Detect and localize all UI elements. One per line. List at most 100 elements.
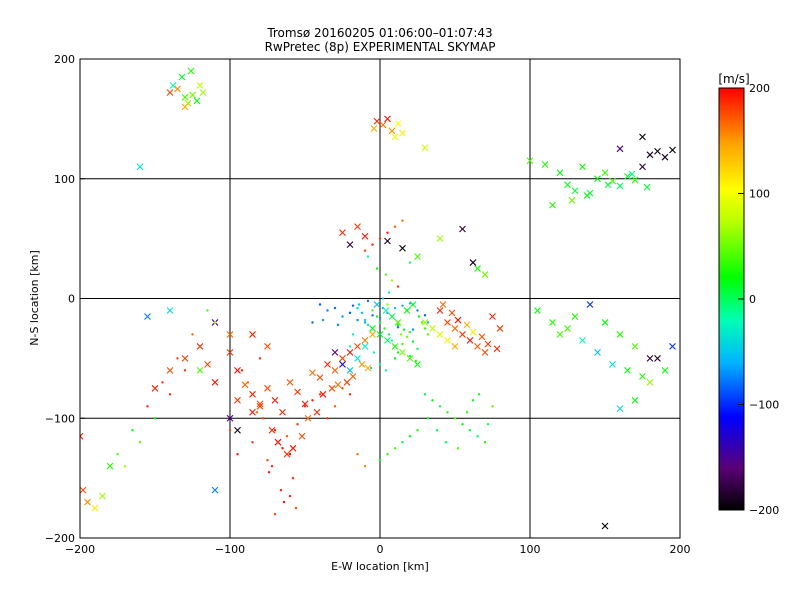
data-point-dot (444, 441, 448, 444)
data-point-cross (166, 307, 174, 314)
data-point-dot (408, 330, 412, 334)
data-point-cross (151, 384, 159, 392)
data-point-dot (366, 299, 370, 303)
data-point-cross (616, 331, 624, 338)
data-point-cross (541, 160, 549, 168)
data-point-dot (326, 309, 329, 312)
data-point-dot (288, 452, 292, 456)
data-point-dot (153, 417, 157, 420)
data-point-cross (211, 486, 219, 494)
data-point-dot (282, 500, 286, 504)
data-point-cross (654, 147, 661, 155)
data-point-cross (469, 259, 477, 266)
data-point-cross (334, 381, 342, 389)
data-point-cross (187, 67, 195, 75)
data-point-cross (234, 426, 241, 434)
data-point-dot (491, 405, 494, 408)
data-point-cross (661, 366, 669, 374)
data-point-dot (356, 306, 359, 310)
data-point-dot (426, 321, 430, 324)
data-point-cross (361, 343, 369, 350)
data-point-cross (594, 175, 601, 183)
data-point-dot (183, 369, 187, 372)
data-point-cross (268, 426, 276, 434)
data-point-cross (373, 117, 381, 125)
data-point-dot (341, 387, 344, 390)
data-point-cross (451, 343, 459, 350)
data-point-cross (556, 331, 564, 338)
data-point-dot (198, 345, 202, 348)
data-point-cross (166, 366, 174, 374)
data-point-cross (181, 93, 189, 101)
data-point-cross (379, 121, 387, 129)
data-point-dot (476, 435, 479, 438)
data-point-cross (346, 241, 354, 249)
data-point-cross (631, 343, 639, 350)
data-point-cross (478, 333, 486, 341)
data-point-dot (396, 351, 400, 354)
data-point-dot (270, 464, 274, 468)
data-point-dot (381, 297, 385, 300)
data-point-cross (249, 390, 256, 398)
data-point-dot (461, 423, 464, 426)
data-point-dot (288, 494, 292, 498)
data-point-dot (123, 464, 127, 468)
data-point-dot (405, 335, 409, 339)
data-point-cross (594, 348, 601, 356)
data-point-cross (181, 103, 189, 111)
data-point-cross (339, 360, 346, 368)
x-tick-label: 200 (670, 543, 691, 556)
data-point-cross (639, 163, 646, 171)
data-point-cross (399, 129, 406, 137)
x-tick-label: −200 (65, 543, 95, 556)
data-point-cross (226, 331, 234, 338)
data-point-dot (372, 351, 376, 354)
y-tick-label: 100 (54, 173, 75, 186)
data-point-dot (465, 411, 469, 414)
grid-lines (80, 59, 680, 538)
data-point-cross (609, 360, 616, 368)
data-point-cross (459, 331, 466, 338)
data-point-cross (309, 369, 316, 377)
data-point-dot (384, 369, 388, 372)
data-point-dot (378, 321, 382, 324)
data-point-dot (363, 249, 367, 252)
chart-subtitle: RwPretec (8p) EXPERIMENTAL SKYMAP (265, 40, 496, 54)
data-point-cross (414, 360, 421, 368)
data-point-dot (393, 357, 397, 360)
data-point-dot (296, 423, 299, 426)
data-point-dot (456, 446, 460, 450)
colorbar-label: [m/s] (718, 72, 749, 86)
data-point-cross (339, 354, 346, 362)
data-point-dot (378, 316, 382, 319)
colorbar-tick-label: −200 (749, 504, 779, 517)
data-point-cross (211, 378, 219, 386)
data-point-cross (234, 396, 241, 404)
data-point-dot (356, 452, 359, 456)
data-point-dot (326, 417, 329, 420)
data-point-cross (631, 176, 639, 184)
data-point-cross (166, 89, 174, 96)
y-tick-label: −200 (45, 532, 75, 545)
data-point-cross (616, 145, 624, 153)
data-point-dot (378, 458, 382, 462)
data-point-cross (313, 408, 321, 416)
data-point-cross (436, 235, 444, 243)
data-point-cross (646, 354, 654, 362)
data-point-cross (399, 348, 406, 356)
data-point-cross (646, 378, 654, 386)
data-point-dot (387, 333, 391, 336)
y-tick-label: −100 (45, 412, 75, 425)
data-point-dot (378, 237, 382, 240)
data-point-cross (579, 337, 586, 344)
data-point-cross (661, 153, 669, 161)
data-point-cross (439, 301, 447, 308)
data-point-dot (386, 452, 389, 456)
data-point-cross (376, 331, 384, 338)
data-point-cross (586, 301, 594, 308)
data-point-dot (390, 279, 394, 282)
data-point-cross (316, 374, 324, 381)
data-point-cross (624, 172, 631, 180)
data-point-cross (444, 319, 451, 326)
data-point-cross (571, 313, 579, 320)
